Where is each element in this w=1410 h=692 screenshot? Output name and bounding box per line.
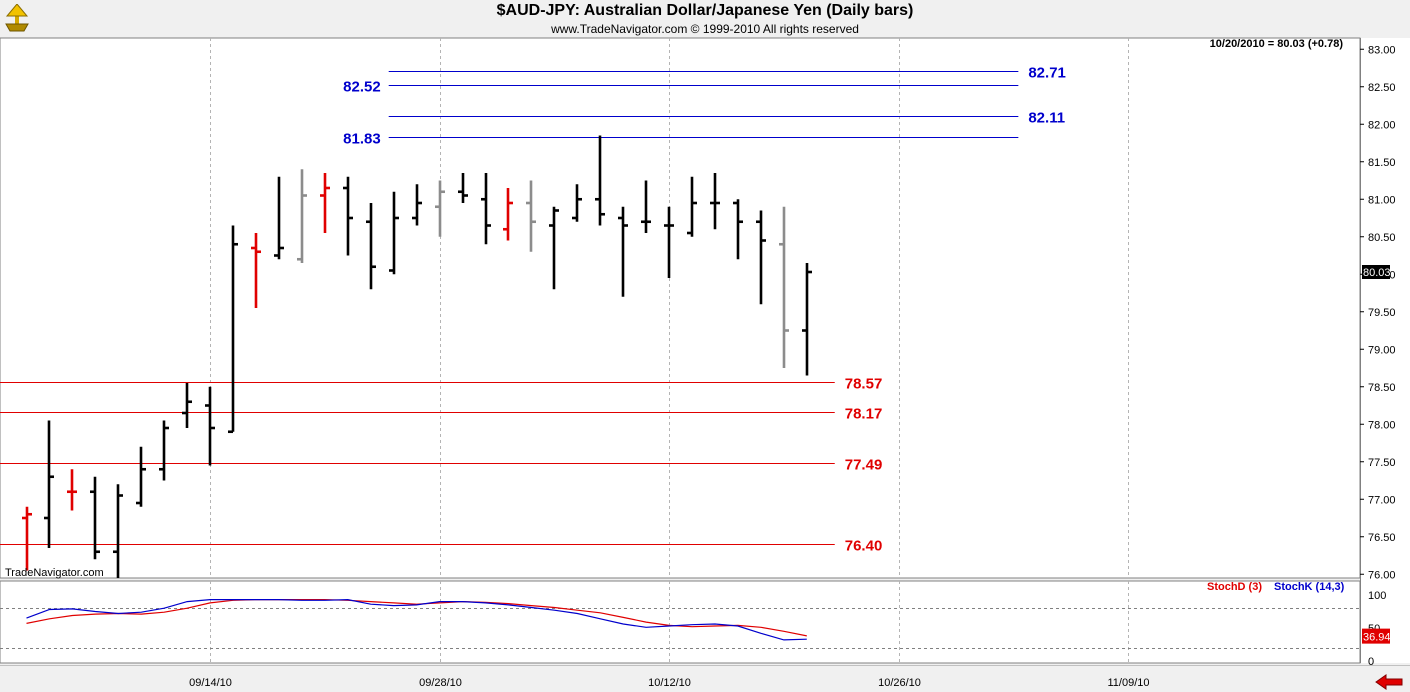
stochastic-last-marker: [1362, 628, 1390, 644]
price-tick-label: 83.00: [1368, 44, 1396, 56]
level-label: 78.17: [845, 406, 883, 423]
price-bar: [526, 180, 536, 252]
trade-navigator-logo-icon[interactable]: [4, 4, 30, 32]
date-tick-label: 09/14/10: [189, 677, 232, 689]
price-bar: [159, 420, 169, 481]
price-bar: [343, 176, 353, 256]
price-tick-label: 80.50: [1368, 232, 1396, 244]
last-price-marker: [1362, 265, 1390, 279]
price-tick-label: 76.00: [1368, 569, 1396, 581]
price-bar: [366, 203, 376, 290]
scroll-left-arrow-icon[interactable]: [1374, 674, 1404, 690]
price-bar: [44, 420, 54, 548]
price-tick-label: 77.00: [1368, 494, 1396, 506]
price-tick-label: 79.50: [1368, 307, 1396, 319]
price-bar: [503, 188, 513, 241]
date-tick-label: 10/12/10: [648, 677, 691, 689]
price-bar: [664, 206, 674, 278]
level-label: 81.83: [343, 131, 381, 148]
level-label: 82.71: [1028, 65, 1066, 82]
date-tick-label: 11/09/10: [1107, 677, 1149, 689]
price-bar: [687, 176, 697, 237]
price-panel: [0, 37, 1361, 579]
price-tick-label: 78.50: [1368, 382, 1396, 394]
price-bar: [274, 176, 284, 260]
price-bar: [779, 206, 789, 368]
stochastic-panel: [0, 580, 1361, 664]
price-bar: [67, 469, 77, 511]
price-bar: [136, 446, 146, 507]
level-label: 82.52: [343, 79, 381, 96]
price-bar: [412, 184, 422, 226]
price-bar: [297, 169, 307, 263]
watermark-text: TradeNavigator.com: [5, 567, 104, 579]
chart-title: $AUD-JPY: Australian Dollar/Japanese Yen…: [496, 2, 914, 19]
price-bar: [549, 206, 559, 290]
price-bar: [802, 263, 812, 376]
price-bar: [251, 233, 261, 308]
price-tick-label: 78.00: [1368, 419, 1396, 431]
price-tick-label: 77.50: [1368, 457, 1396, 469]
price-bar: [458, 173, 468, 203]
price-bar: [389, 191, 399, 275]
price-tick-label: 81.50: [1368, 157, 1396, 169]
price-bar: [90, 476, 100, 560]
price-bar: [572, 184, 582, 222]
price-bar: [710, 173, 720, 230]
price-bar: [113, 484, 123, 578]
level-label: 76.40: [845, 538, 883, 555]
level-label: 82.11: [1028, 110, 1065, 127]
price-scale-panel: [1360, 38, 1410, 663]
last-price-label: 80.03: [1363, 267, 1391, 279]
stochd-legend: StochD (3): [1207, 581, 1262, 593]
stochastic-last-label: 36.94: [1363, 632, 1391, 644]
price-bar: [618, 206, 628, 297]
date-tick-label: 09/28/10: [419, 677, 462, 689]
price-tick-label: 81.00: [1368, 194, 1396, 206]
date-tick-label: 10/26/10: [878, 677, 921, 689]
price-bar: [22, 506, 32, 571]
price-tick-label: 79.00: [1368, 344, 1396, 356]
price-tick-label: 82.00: [1368, 119, 1396, 131]
stochastic-tick-label: 100: [1368, 590, 1386, 602]
level-label: 77.49: [845, 457, 883, 474]
stochk-legend: StochK (14,3): [1274, 581, 1345, 593]
price-bar: [481, 173, 491, 245]
stochk-line: [26, 598, 807, 641]
price-bar: [756, 210, 766, 305]
price-bar: [320, 173, 330, 233]
last-bar-info: 10/20/2010 = 80.03 (+0.78): [1210, 38, 1344, 50]
price-bar: [205, 386, 215, 466]
copyright-text: www.TradeNavigator.com © 1999-2010 All r…: [551, 22, 859, 36]
level-label: 78.57: [845, 376, 883, 393]
price-bar: [595, 135, 605, 226]
price-tick-label: 82.50: [1368, 82, 1396, 94]
price-bar: [733, 199, 743, 260]
price-tick-label: 76.50: [1368, 532, 1396, 544]
price-bar: [182, 383, 192, 428]
price-bar: [641, 180, 651, 233]
price-bar: [228, 225, 238, 434]
price-bar: [435, 180, 445, 237]
stochastic-tick-label: 0: [1368, 656, 1374, 668]
